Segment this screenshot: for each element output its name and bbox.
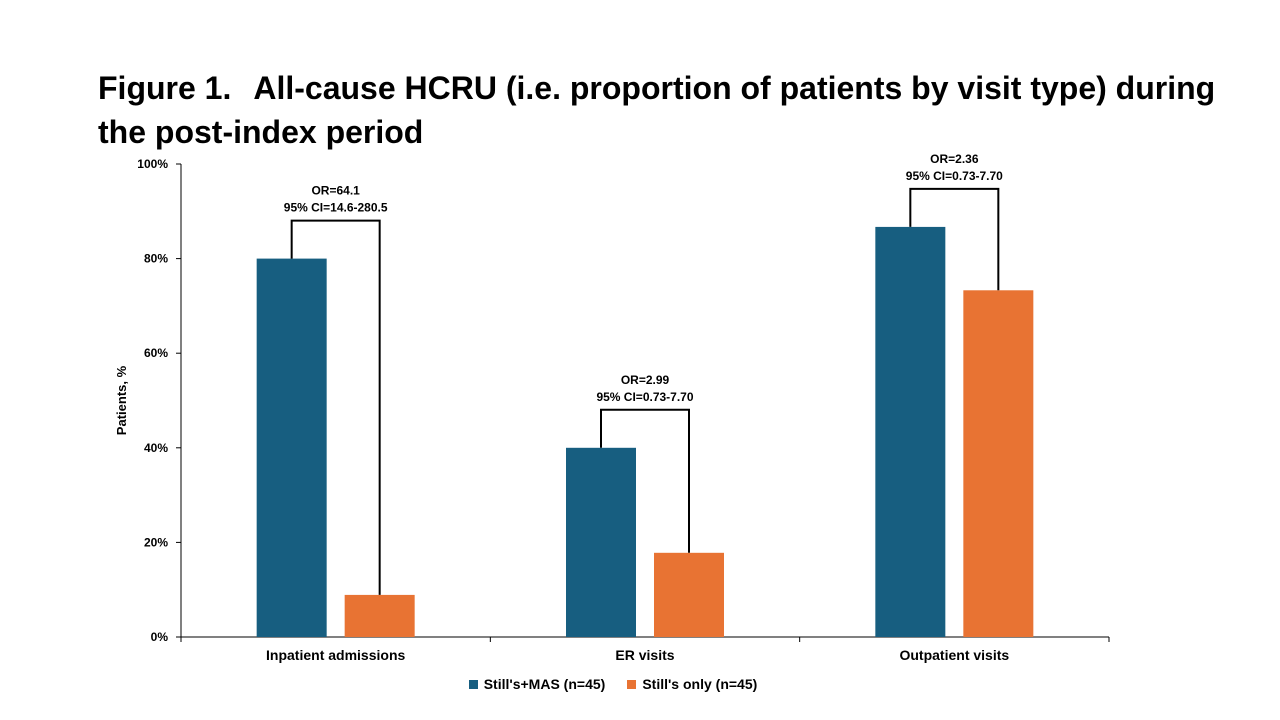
or-bracket xyxy=(600,408,690,553)
y-tick-label: 40% xyxy=(144,441,168,455)
ci-annotation: 95% CI=0.73-7.70 xyxy=(906,169,1003,183)
y-tick-label: 20% xyxy=(144,535,168,549)
figure-number: Figure 1. xyxy=(98,70,232,106)
ci-annotation: 95% CI=0.73-7.70 xyxy=(596,390,693,404)
legend-item-stills-only: Still's only (n=45) xyxy=(627,676,757,692)
or-annotation: OR=2.99 xyxy=(621,373,670,387)
bar-stills-only xyxy=(344,594,415,637)
legend-swatch-stills-mas xyxy=(468,679,478,689)
bar-stills-only xyxy=(654,552,724,637)
legend-label-stills-only: Still's only (n=45) xyxy=(642,676,758,692)
bar-stills-mas xyxy=(256,258,327,637)
bar-stills-only xyxy=(963,290,1034,637)
figure-title: Figure 1. All-cause HCRU (i.e. proportion… xyxy=(98,66,1258,154)
or-annotation: OR=64.1 xyxy=(311,184,360,198)
x-category-label: Outpatient visits xyxy=(899,647,1009,663)
figure-title-text: All-cause HCRU (i.e. proportion of patie… xyxy=(98,70,1216,150)
bar-stills-mas xyxy=(566,447,636,637)
y-axis-label: Patients, % xyxy=(114,365,129,435)
x-category-label: Inpatient admissions xyxy=(266,647,405,663)
or-annotation: OR=2.36 xyxy=(930,152,979,166)
y-tick-label: 80% xyxy=(144,252,168,266)
y-tick-label: 0% xyxy=(151,630,169,644)
ci-annotation: 95% CI=14.6-280.5 xyxy=(284,201,388,215)
legend-item-stills-mas: Still's+MAS (n=45) xyxy=(468,676,606,692)
y-tick-label: 60% xyxy=(144,346,168,360)
or-bracket xyxy=(290,219,381,595)
legend-swatch-stills-only xyxy=(627,679,637,689)
chart-legend: Still's+MAS (n=45) Still's only (n=45) xyxy=(0,676,1226,692)
bar-stills-mas xyxy=(875,226,946,637)
legend-label-stills-mas: Still's+MAS (n=45) xyxy=(483,676,606,692)
or-bracket xyxy=(909,187,1000,291)
y-tick-label: 100% xyxy=(137,157,168,171)
x-category-label: ER visits xyxy=(615,647,674,663)
